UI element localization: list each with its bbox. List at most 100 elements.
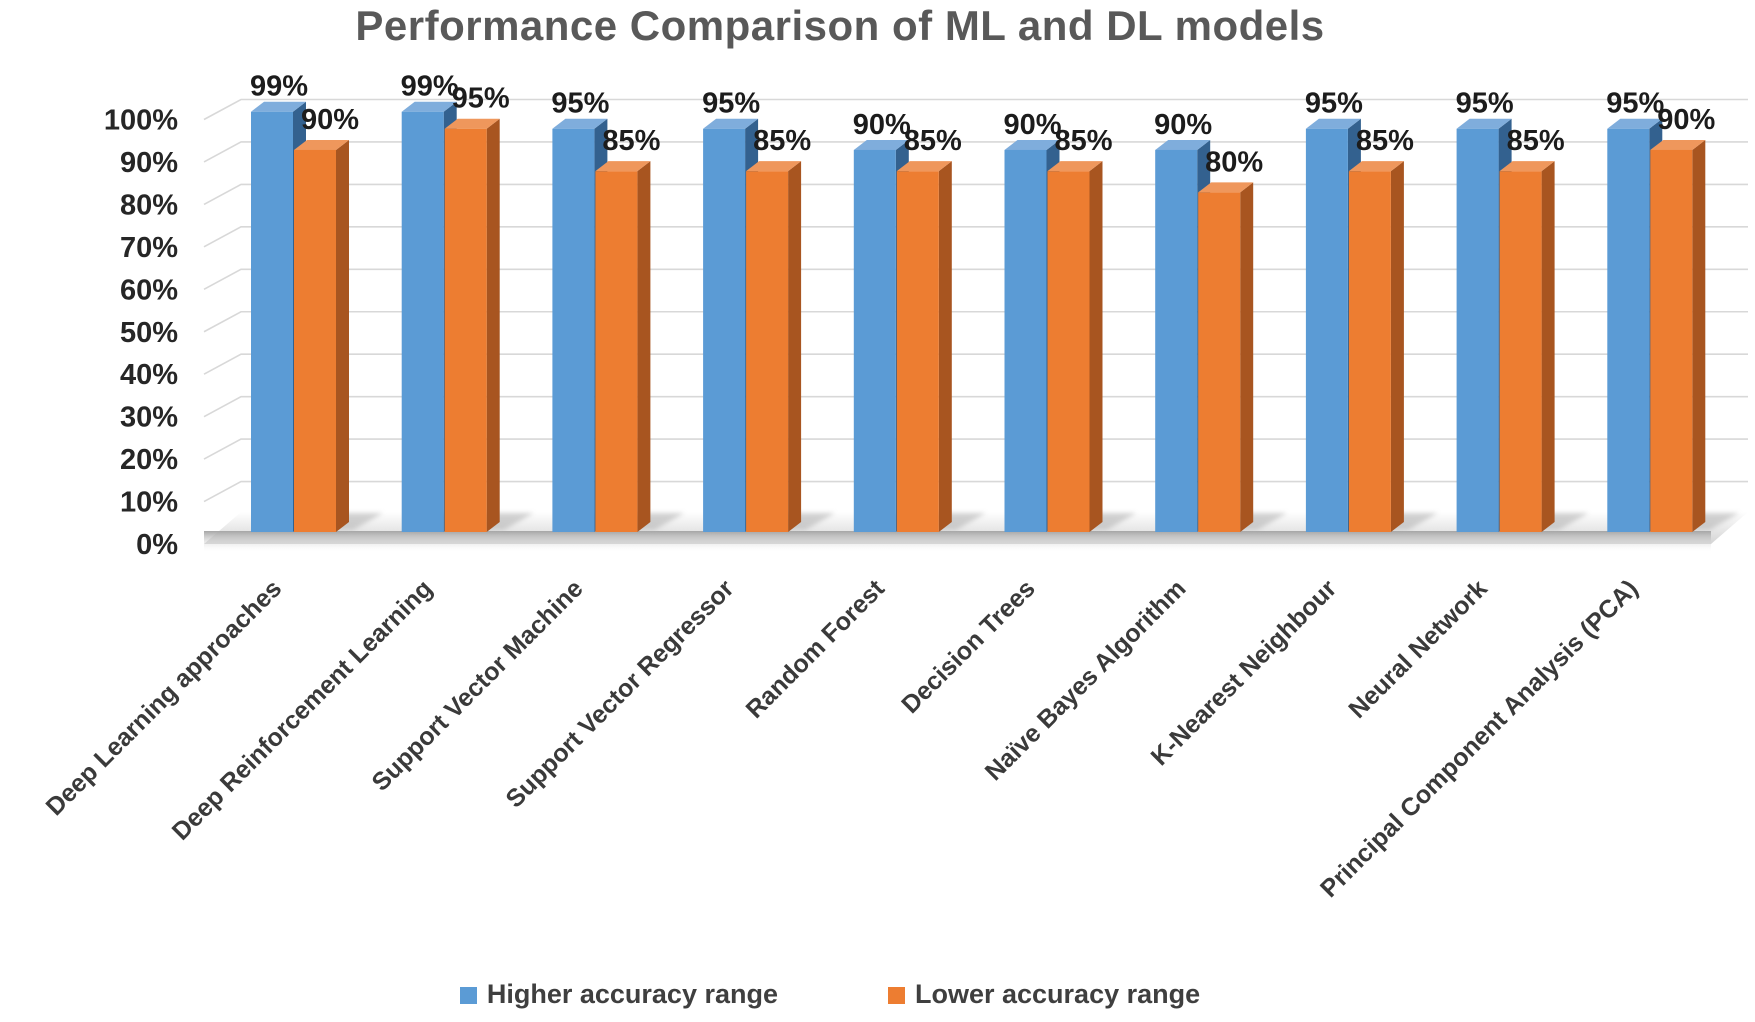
category-label-5: Decision Trees [896,574,1041,719]
bar-lower-5-front [1047,171,1090,533]
bar-lower-1 [444,118,500,532]
bar-lower-1-top [444,118,500,129]
bar-lower-3-side [788,161,802,533]
value-label-lower-0: 90% [301,104,359,136]
legend-swatch-lower-icon [888,987,905,1004]
bar-higher-1-front [401,111,444,533]
bar-lower-8-front [1499,171,1542,533]
value-label-lower-2: 85% [602,125,660,157]
bar-lower-0 [294,139,349,532]
bar-higher-4-front [853,149,896,532]
value-label-higher-0: 99% [250,71,308,103]
bar-lower-6-side [1240,182,1254,532]
bar-lower-8 [1499,161,1555,533]
y-tick-40: 40% [120,359,178,391]
legend-item-higher: Higher accuracy range [459,979,778,1010]
bar-lower-2-top [595,161,651,172]
bar-higher-7-front [1305,128,1348,532]
bar-lower-6-front [1198,192,1241,532]
category-label-0: Deep Learning approaches [41,574,288,821]
bar-higher-3-top [703,118,759,129]
bar-lower-0-side [336,139,349,532]
bar-higher-0-front [251,111,293,533]
bar-lower-0-front [294,149,336,532]
bar-higher-1-top [401,101,457,112]
bar-lower-5-top [1047,161,1103,172]
value-label-higher-2: 95% [551,88,609,120]
bar-lower-4-side [938,161,952,533]
gridline-90 [203,141,1748,163]
value-label-lower-8: 85% [1507,125,1565,157]
category-label-4: Random Forest [741,574,891,724]
bar-higher-5-top [1004,139,1060,150]
bar-lower-7-front [1348,171,1391,533]
bar-lower-8-side [1541,161,1555,533]
gridline-100 [203,98,1748,121]
bar-higher-6-front [1155,149,1198,532]
bar-higher-0-top [251,101,306,112]
bar-lower-2-front [595,171,638,533]
value-label-higher-5: 90% [1003,109,1061,141]
bar-higher-7-top [1305,118,1361,129]
bar-higher-4-top [853,139,909,150]
y-tick-70: 70% [120,232,178,264]
value-label-higher-6: 90% [1154,109,1212,141]
bar-lower-6 [1198,182,1254,532]
category-label-9: Principal Component Analysis (PCA) [1315,574,1644,903]
gridlines [203,98,1748,503]
bar-lower-7 [1348,161,1404,533]
value-label-higher-8: 95% [1456,88,1514,120]
bar-lower-1-front [444,128,487,532]
bar-higher-8-front [1456,128,1499,532]
bar-lower-5 [1047,161,1103,533]
value-label-lower-5: 85% [1054,125,1112,157]
bar-higher-2-top [552,118,608,129]
bar-higher-8-top [1456,118,1512,129]
bar-lower-4 [896,161,952,533]
bars [251,101,1706,533]
bar-lower-2 [595,161,651,533]
legend-swatch-higher-icon [459,987,477,1004]
legend-label-higher: Higher accuracy range [486,979,778,1009]
y-tick-50: 50% [120,317,178,349]
value-label-lower-9: 90% [1657,104,1715,136]
value-label-higher-1: 99% [401,71,459,103]
bar-lower-9-top [1650,139,1706,150]
value-label-higher-4: 90% [853,109,911,141]
bar-lower-3-front [746,171,789,533]
value-label-lower-4: 85% [904,125,962,157]
bar-lower-3-top [746,161,802,172]
bar-lower-4-top [896,161,952,172]
bar-lower-1-side [486,118,500,532]
value-labels: 99%90%99%95% 95%85%95%85%90%85%90%85%90%8… [250,71,1716,179]
value-label-lower-3: 85% [753,125,811,157]
category-label-8: Neural Network [1343,574,1493,724]
value-label-lower-7: 85% [1356,125,1414,157]
bar-lower-9-front [1650,149,1693,532]
y-tick-100: 100% [104,105,178,137]
bar-lower-7-side [1390,161,1404,533]
bar-lower-9 [1650,139,1706,532]
y-tick-10: 10% [120,487,178,519]
bar-lower-0-top [294,139,349,150]
y-tick-90: 90% [120,147,178,179]
y-tick-30: 30% [120,402,178,434]
legend-item-lower: Lower accuracy range [888,979,1200,1010]
bar-lower-4-front [896,171,939,533]
y-tick-20: 20% [120,444,178,476]
floor-front-shadow [204,531,1711,553]
bar-lower-6-top [1198,182,1254,193]
bar-higher-3-front [703,128,746,532]
legend-label-lower: Lower accuracy range [915,979,1201,1009]
bar-lower-5-side [1089,161,1103,533]
bar-lower-8-top [1499,161,1555,172]
value-label-lower-1: 95% [452,83,510,115]
bar-lower-9-side [1692,139,1706,532]
value-label-higher-9: 95% [1606,88,1664,120]
bar-higher-9-front [1607,128,1650,532]
legend: Higher accuracy range Lower accuracy ran… [0,979,1660,1010]
bar-higher-9-top [1607,118,1663,129]
